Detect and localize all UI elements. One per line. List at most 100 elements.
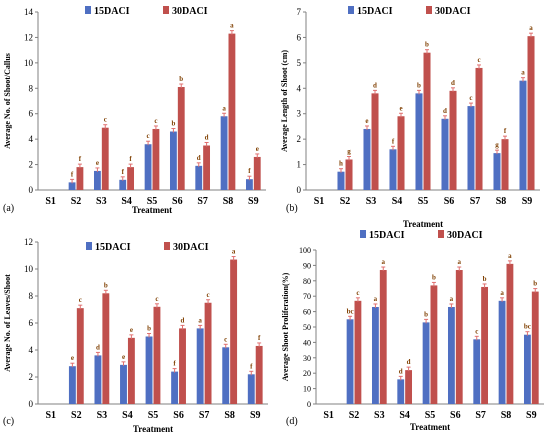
bar-30DACI-S8 xyxy=(230,259,238,404)
significance-letter: b xyxy=(171,120,175,128)
bar-15DACI-S8 xyxy=(222,347,230,404)
x-tick-label: S5 xyxy=(148,410,159,421)
y-tick-label: 5 xyxy=(297,58,302,68)
significance-letter: c xyxy=(104,116,107,124)
bar-15DACI-S7 xyxy=(195,165,203,190)
significance-letter: b xyxy=(424,310,428,318)
significance-letter: g xyxy=(495,141,499,149)
x-tick-label: S1 xyxy=(45,196,56,207)
y-tick-label: 0 xyxy=(297,185,302,195)
y-tick-label: 1 xyxy=(297,160,302,170)
bar-15DACI-S9 xyxy=(519,80,527,190)
x-tick-label: S9 xyxy=(248,196,259,207)
y-tick-label: 2 xyxy=(29,372,34,382)
significance-letter: d xyxy=(399,367,403,375)
x-tick-label: S2 xyxy=(340,196,351,207)
significance-letter: a xyxy=(529,24,533,32)
significance-letter: d xyxy=(205,134,209,142)
bar-15DACI-S5 xyxy=(145,336,153,404)
significance-letter: c xyxy=(475,327,478,335)
bar-30DACI-S9 xyxy=(527,36,535,191)
x-axis-label: Treatment xyxy=(403,219,443,229)
significance-letter: a xyxy=(382,258,386,266)
bar-15DACI-S4 xyxy=(389,149,397,190)
bar-15DACI-S3 xyxy=(371,306,379,404)
bar-15DACI-S3 xyxy=(93,170,101,190)
x-tick-label: S6 xyxy=(173,410,184,421)
x-tick-label: S3 xyxy=(366,196,377,207)
x-tick-label: S8 xyxy=(501,410,512,421)
significance-letter: b xyxy=(425,41,429,49)
y-tick-label: 20 xyxy=(303,369,311,378)
y-tick-label: 6 xyxy=(29,318,34,328)
bar-15DACI-S9 xyxy=(523,334,531,404)
x-tick-label: S8 xyxy=(224,410,235,421)
chart-panel-d: 0 10 20 30 40 50 60 70 80 90 100 S1 bc c S2 a a S3 d d S4 b b S… xyxy=(278,226,550,433)
panel-label-c: (c) xyxy=(3,416,15,427)
bar-30DACI-S9 xyxy=(255,345,263,404)
x-tick-label: S1 xyxy=(45,410,56,421)
y-tick-label: 4 xyxy=(297,83,302,93)
x-tick-label: S9 xyxy=(250,410,261,421)
bar-30DACI-S8 xyxy=(501,139,509,190)
significance-letter: e xyxy=(130,326,133,334)
significance-letter: c xyxy=(207,291,210,299)
x-tick-label: S9 xyxy=(526,410,537,421)
significance-letter: c xyxy=(155,295,158,303)
significance-letter: b xyxy=(432,273,436,281)
significance-letter: c xyxy=(469,94,472,102)
chart-svg-b: 01234567S1hgS2edS3feS4bbS5ddS6ccS7gfS8aa… xyxy=(280,6,540,229)
significance-letter: a xyxy=(222,104,226,112)
significance-letter: e xyxy=(256,145,259,153)
y-tick-label: 10 xyxy=(24,264,34,274)
x-tick-label: S5 xyxy=(418,196,429,207)
x-tick-label: S2 xyxy=(71,410,82,421)
bar-15DACI-S3 xyxy=(363,128,371,190)
legend-swatch xyxy=(86,242,92,250)
x-axis-label: Treatment xyxy=(133,424,173,433)
x-axis-label: Treatment xyxy=(410,422,450,432)
bar-15DACI-S7 xyxy=(473,339,481,404)
bar-30DACI-S6 xyxy=(449,90,457,190)
significance-letter: f xyxy=(250,362,253,370)
chart-svg-a: 02468101214S1ffS2ecS3ffS4ccS5bbS6ddS7aaS… xyxy=(3,6,266,215)
significance-letter: f xyxy=(504,127,507,135)
significance-letter: c xyxy=(79,296,82,304)
bar-15DACI-S8 xyxy=(498,300,506,404)
chart-panel-c: 0 2 4 6 8 10 12 S1 e c S2 d b S3 e e S4 b c S5 f d S6 a c S7 c a S8 f… xyxy=(0,226,275,433)
bar-30DACI-S9 xyxy=(531,291,539,404)
legend-label: 15DACI xyxy=(95,242,131,253)
x-tick-label: S7 xyxy=(197,196,208,207)
y-tick-label: 90 xyxy=(303,261,311,270)
bar-30DACI-S3 xyxy=(379,270,387,404)
significance-letter: d xyxy=(443,107,447,115)
significance-letter: f xyxy=(173,360,176,368)
significance-letter: a xyxy=(508,252,512,260)
significance-letter: f xyxy=(122,168,125,176)
bar-30DACI-S3 xyxy=(102,293,110,404)
significance-letter: c xyxy=(356,289,359,297)
bar-15DACI-S8 xyxy=(220,116,228,190)
x-tick-label: S4 xyxy=(121,196,132,207)
bar-15DACI-S4 xyxy=(120,364,127,404)
bar-30DACI-S7 xyxy=(203,145,211,190)
y-tick-label: 10 xyxy=(24,58,34,68)
bar-30DACI-S6 xyxy=(177,87,185,190)
significance-letter: b xyxy=(104,281,108,289)
y-tick-label: 14 xyxy=(24,7,34,17)
bar-15DACI-S6 xyxy=(171,371,179,404)
significance-letter: f xyxy=(129,155,132,163)
bar-30DACI-S5 xyxy=(152,128,160,190)
bar-15DACI-S5 xyxy=(144,144,152,190)
significance-letter: b xyxy=(533,280,537,288)
significance-letter: a xyxy=(458,258,462,266)
y-tick-label: 70 xyxy=(303,292,311,301)
y-tick-label: 2 xyxy=(29,160,34,170)
significance-letter: b xyxy=(417,81,421,89)
y-tick-label: 7 xyxy=(297,7,302,17)
bar-30DACI-S3 xyxy=(101,127,109,190)
legend-swatch xyxy=(85,6,91,14)
significance-letter: a xyxy=(521,69,525,77)
significance-letter: d xyxy=(96,343,100,351)
significance-letter: f xyxy=(248,167,251,175)
